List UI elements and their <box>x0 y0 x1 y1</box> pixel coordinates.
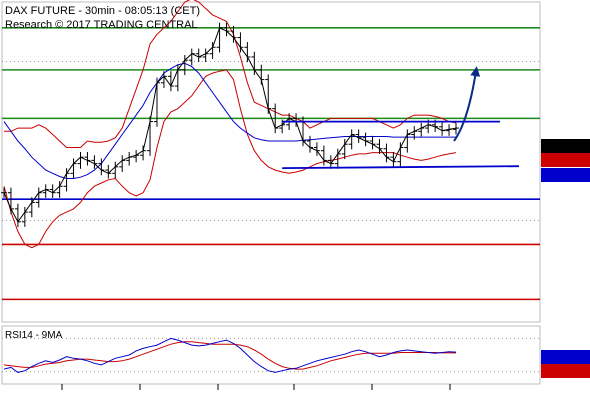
chart-title: DAX FUTURE - 30min - 08:05:13 (CET) <box>5 5 200 17</box>
level-lines <box>2 27 540 301</box>
lower-band <box>3 69 457 249</box>
rsi-lines <box>3 337 457 373</box>
rsi-title: RSI14 - 9MA <box>5 330 63 341</box>
price-badge <box>541 168 590 182</box>
channel-bottom <box>282 165 520 170</box>
ma-line <box>3 62 456 179</box>
price-badge <box>541 139 590 153</box>
forecast-arrow <box>453 66 481 142</box>
price-line <box>3 27 457 223</box>
rsi-line <box>3 337 457 373</box>
price-badge <box>541 153 590 167</box>
x-axis <box>61 384 451 390</box>
moving-average <box>3 62 456 179</box>
price-panel: DAX FUTURE - 30min - 08:05:13 (CET) Rese… <box>1 0 541 323</box>
chart-overlays <box>282 66 520 170</box>
rsi-badge <box>541 364 590 378</box>
rsi-panel: RSI14 - 9MA <box>1 325 541 385</box>
price-badges <box>541 139 590 182</box>
price-series <box>1 22 459 227</box>
rsi-badge <box>541 350 590 364</box>
rsi-badges <box>541 350 590 378</box>
chart-copyright: Research © 2017 TRADING CENTRAL <box>5 19 198 31</box>
